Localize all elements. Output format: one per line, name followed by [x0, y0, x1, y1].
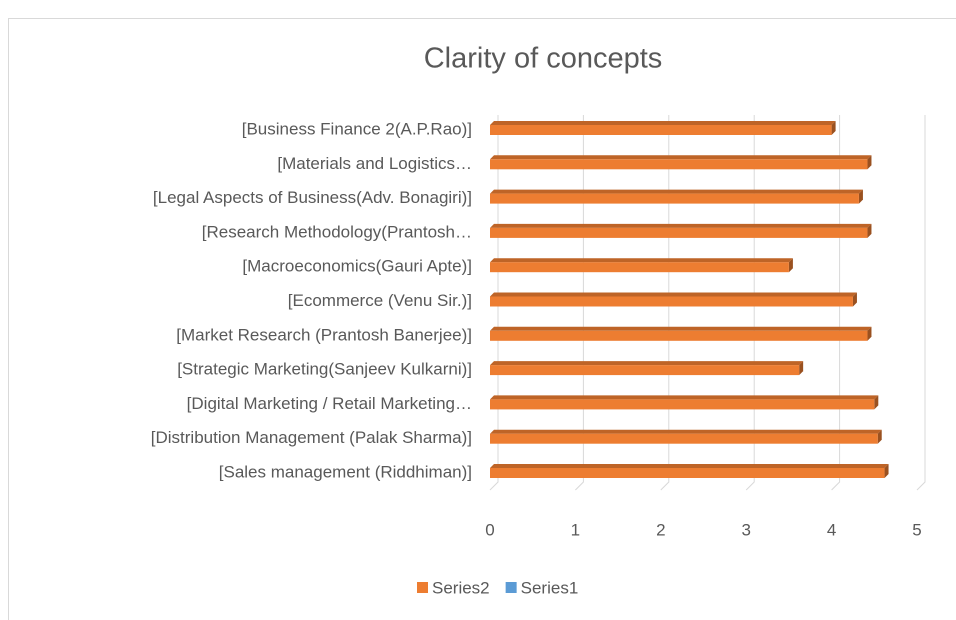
bar-side — [858, 189, 863, 204]
bar — [490, 193, 859, 204]
bar-top — [490, 395, 879, 400]
bar — [490, 330, 868, 341]
chart-title: Clarity of concepts — [424, 43, 663, 75]
bar-top — [490, 292, 857, 297]
y-tick-label: [Sales management (Riddhiman)] — [219, 462, 472, 481]
bar — [490, 468, 885, 478]
y-tick-label: [Strategic Marketing(Sanjeev Kulkarni)] — [177, 360, 472, 379]
bar-top — [490, 326, 872, 331]
bar-side — [884, 464, 889, 478]
y-tick-label: [Macroeconomics(Gauri Apte)] — [242, 257, 472, 276]
bar-top — [490, 258, 793, 263]
grid-line — [916, 115, 926, 491]
y-tick-label: [Materials and Logistics… — [277, 154, 472, 173]
y-tick-label: [Distribution Management (Palak Sharma)] — [151, 428, 472, 447]
bar-side — [867, 155, 872, 170]
bar-side — [831, 121, 836, 135]
y-tick-label: [Business Finance 2(A.P.Rao)] — [242, 119, 472, 138]
bar-top — [490, 121, 836, 125]
legend-label: Series1 — [521, 578, 579, 597]
bar — [490, 365, 800, 376]
x-tick-label: 0 — [485, 520, 494, 539]
bar-side — [852, 292, 857, 307]
x-tick-label: 3 — [741, 520, 750, 539]
y-tick-label: [Ecommerce (Venu Sir.)] — [288, 291, 472, 310]
bar-top — [490, 429, 882, 434]
bar-side — [788, 258, 793, 273]
y-tick-label: [Research Methodology(Prantosh… — [202, 222, 472, 241]
bar-top — [490, 189, 863, 194]
x-tick-label: 4 — [827, 520, 836, 539]
legend-swatch — [417, 582, 428, 593]
bar-side — [877, 429, 882, 444]
bar-top — [490, 464, 889, 468]
chart-frame — [8, 18, 956, 620]
bar — [490, 433, 878, 444]
x-tick-label: 1 — [571, 520, 580, 539]
legend-label: Series2 — [432, 578, 490, 597]
bar-top — [490, 223, 872, 228]
x-tick-label: 5 — [912, 520, 921, 539]
bar-side — [867, 326, 872, 341]
bar — [490, 159, 868, 170]
bar — [490, 296, 853, 307]
y-tick-label: [Market Research (Prantosh Banerjee)] — [176, 325, 472, 344]
y-tick-label: [Legal Aspects of Business(Adv. Bonagiri… — [153, 188, 472, 207]
x-tick-label: 2 — [656, 520, 665, 539]
legend-swatch — [505, 582, 517, 593]
bar — [490, 227, 868, 238]
bar-top — [490, 155, 872, 160]
bar-side — [867, 223, 872, 238]
bar-side — [799, 361, 804, 376]
y-tick-label: [Digital Marketing / Retail Marketing… — [187, 394, 472, 413]
bar-top — [490, 361, 804, 366]
bar-side — [874, 395, 879, 410]
bar — [490, 262, 789, 273]
bar — [490, 125, 832, 135]
bar — [490, 399, 875, 410]
